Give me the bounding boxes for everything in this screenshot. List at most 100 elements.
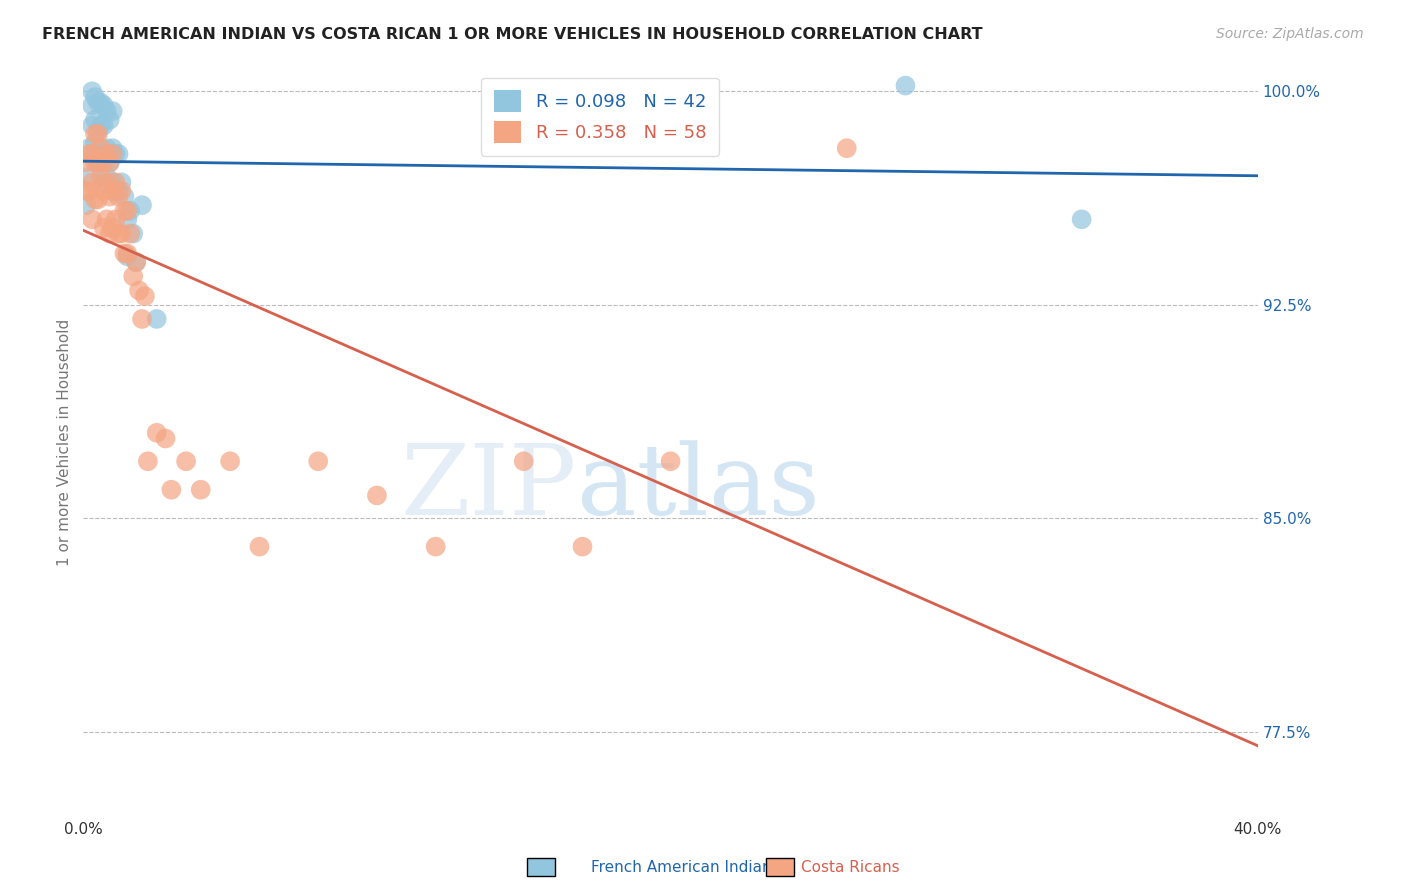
Point bbox=[117, 249, 139, 263]
Point bbox=[84, 112, 107, 127]
Point bbox=[101, 175, 124, 189]
Point bbox=[93, 175, 115, 189]
Point bbox=[125, 255, 148, 269]
Point bbox=[96, 175, 118, 189]
Point bbox=[513, 454, 536, 468]
Point bbox=[307, 454, 329, 468]
Point bbox=[659, 454, 682, 468]
Point bbox=[84, 90, 107, 104]
Point bbox=[96, 104, 118, 119]
Point bbox=[87, 155, 110, 169]
Point bbox=[1070, 212, 1092, 227]
Point bbox=[249, 540, 271, 554]
Point bbox=[190, 483, 212, 497]
Point bbox=[120, 227, 142, 241]
Point bbox=[87, 95, 110, 110]
Point bbox=[112, 189, 135, 203]
Point bbox=[84, 136, 107, 150]
Point bbox=[894, 78, 917, 93]
Point bbox=[107, 227, 129, 241]
Point bbox=[82, 147, 104, 161]
Point bbox=[77, 184, 100, 198]
Point bbox=[131, 312, 153, 326]
Point bbox=[110, 175, 132, 189]
Point bbox=[101, 184, 124, 198]
Point bbox=[110, 227, 132, 241]
Point bbox=[77, 147, 100, 161]
Point bbox=[82, 98, 104, 112]
Point bbox=[136, 454, 159, 468]
Point bbox=[98, 155, 121, 169]
Point bbox=[82, 175, 104, 189]
Point bbox=[93, 220, 115, 235]
Text: French American Indians: French American Indians bbox=[591, 861, 779, 875]
Point bbox=[122, 227, 145, 241]
Point bbox=[90, 119, 112, 133]
Point bbox=[77, 169, 100, 184]
Point bbox=[131, 198, 153, 212]
Point bbox=[112, 246, 135, 260]
Point bbox=[90, 155, 112, 169]
Point bbox=[571, 540, 593, 554]
Point bbox=[101, 104, 124, 119]
Point bbox=[117, 246, 139, 260]
Point bbox=[117, 212, 139, 227]
Point bbox=[96, 212, 118, 227]
Point bbox=[84, 127, 107, 141]
Point bbox=[75, 155, 97, 169]
Point bbox=[125, 255, 148, 269]
Point bbox=[93, 119, 115, 133]
Text: Costa Ricans: Costa Ricans bbox=[801, 861, 900, 875]
Point bbox=[101, 147, 124, 161]
Point bbox=[120, 203, 142, 218]
Point bbox=[107, 147, 129, 161]
Point bbox=[219, 454, 242, 468]
Point bbox=[82, 212, 104, 227]
Legend: R = 0.098   N = 42, R = 0.358   N = 58: R = 0.098 N = 42, R = 0.358 N = 58 bbox=[481, 78, 718, 156]
Point bbox=[87, 124, 110, 138]
Point bbox=[84, 155, 107, 169]
Point bbox=[134, 289, 156, 303]
Point bbox=[96, 147, 118, 161]
Point bbox=[112, 203, 135, 218]
Point bbox=[117, 203, 139, 218]
Point bbox=[93, 147, 115, 161]
Point bbox=[98, 227, 121, 241]
Point bbox=[98, 112, 121, 127]
Point bbox=[425, 540, 447, 554]
Point bbox=[366, 488, 388, 502]
Point bbox=[155, 432, 177, 446]
Point bbox=[145, 312, 167, 326]
Point bbox=[84, 193, 107, 207]
Point bbox=[101, 220, 124, 235]
Text: ZIP: ZIP bbox=[401, 440, 576, 535]
Point bbox=[122, 269, 145, 284]
Point bbox=[835, 141, 858, 155]
Point bbox=[160, 483, 183, 497]
Point bbox=[107, 189, 129, 203]
Y-axis label: 1 or more Vehicles in Household: 1 or more Vehicles in Household bbox=[58, 319, 72, 566]
Point bbox=[77, 141, 100, 155]
Point bbox=[90, 169, 112, 184]
Point bbox=[104, 212, 127, 227]
Point bbox=[90, 141, 112, 155]
Point bbox=[145, 425, 167, 440]
Point bbox=[98, 155, 121, 169]
Point bbox=[87, 193, 110, 207]
Text: Source: ZipAtlas.com: Source: ZipAtlas.com bbox=[1216, 27, 1364, 41]
Point bbox=[82, 84, 104, 98]
Point bbox=[128, 284, 150, 298]
Text: atlas: atlas bbox=[576, 440, 820, 535]
Point bbox=[75, 198, 97, 212]
Point bbox=[90, 95, 112, 110]
Point bbox=[104, 184, 127, 198]
Point bbox=[82, 119, 104, 133]
Point bbox=[93, 184, 115, 198]
Point bbox=[98, 189, 121, 203]
Point bbox=[93, 98, 115, 112]
Point bbox=[107, 184, 129, 198]
Point bbox=[87, 127, 110, 141]
Point bbox=[93, 155, 115, 169]
Point bbox=[75, 184, 97, 198]
Point bbox=[110, 184, 132, 198]
